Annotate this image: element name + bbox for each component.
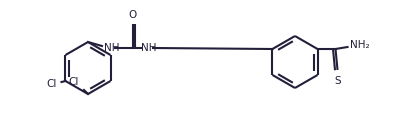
Text: S: S: [334, 76, 341, 86]
Text: O: O: [129, 10, 137, 20]
Text: NH: NH: [104, 43, 120, 53]
Text: NH₂: NH₂: [349, 40, 369, 50]
Text: Cl: Cl: [69, 77, 79, 87]
Text: NH: NH: [141, 43, 156, 53]
Text: Cl: Cl: [46, 79, 57, 89]
